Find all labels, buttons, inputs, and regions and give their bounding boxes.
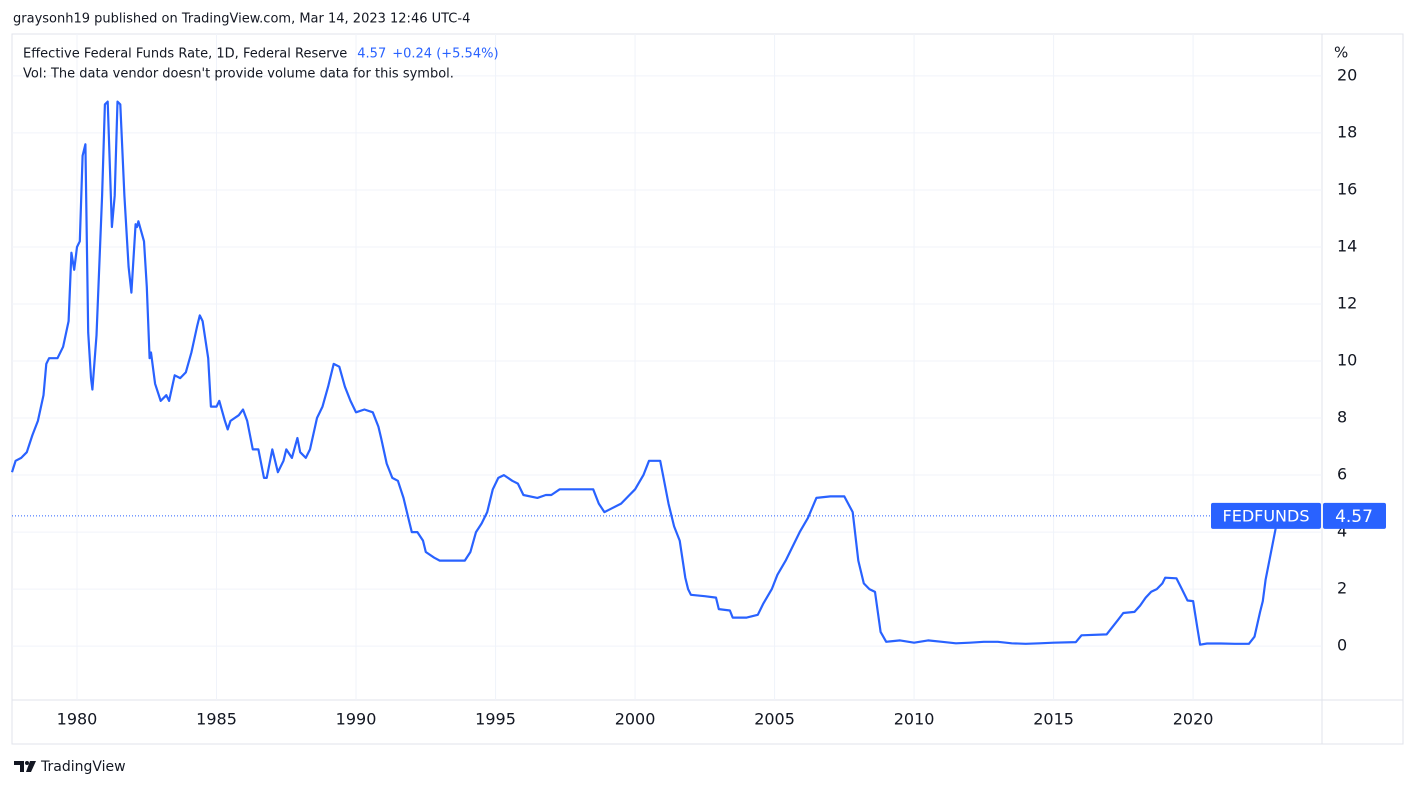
legend-change: +0.24 (+5.54%)	[392, 47, 498, 62]
x-tick-label: 2015	[1033, 710, 1074, 729]
y-tick-label: 0	[1337, 636, 1347, 655]
y-tick-label: 18	[1337, 122, 1357, 141]
y-unit: %	[1334, 44, 1348, 62]
symbol-label: FEDFUNDS	[1223, 506, 1310, 525]
series-line	[10, 100, 1284, 646]
symbol-box	[1211, 502, 1321, 529]
header: graysonh19 published on TradingView.com,…	[13, 12, 470, 27]
footer: TradingView	[40, 759, 126, 775]
frame	[11, 33, 1404, 745]
y-tick-label: 16	[1337, 179, 1357, 198]
price-label: 4.57	[1335, 507, 1373, 527]
x-tick-label: 2010	[894, 710, 935, 729]
y-tick-label: 4	[1337, 522, 1347, 541]
y-tick-label: 2	[1337, 579, 1347, 598]
y-tick-label: 10	[1337, 351, 1357, 370]
legend-name: Effective Federal Funds Rate, 1D, Federa…	[23, 47, 347, 62]
x-tick-label: 2020	[1173, 710, 1214, 729]
logo	[14, 761, 36, 772]
y-tick-label: 14	[1337, 236, 1357, 255]
legend-value: 4.57	[357, 47, 386, 62]
plot	[10, 100, 1322, 646]
y-tick-label: 20	[1337, 65, 1357, 84]
volume-note: Vol: The data vendor doesn't provide vol…	[23, 67, 454, 82]
x-tick-label: 1990	[336, 710, 377, 729]
x-tick-label: 2000	[615, 710, 656, 729]
price-box	[1323, 502, 1386, 529]
y-tick-label: 8	[1337, 408, 1347, 427]
y-tick-label: 6	[1337, 465, 1347, 484]
x-tick-label: 1985	[196, 710, 237, 729]
x-tick-label: 2005	[754, 710, 795, 729]
x-tick-label: 1995	[475, 710, 516, 729]
grid	[12, 34, 1322, 700]
y-tick-label: 12	[1337, 293, 1357, 312]
x-tick-label: 1980	[57, 710, 98, 729]
